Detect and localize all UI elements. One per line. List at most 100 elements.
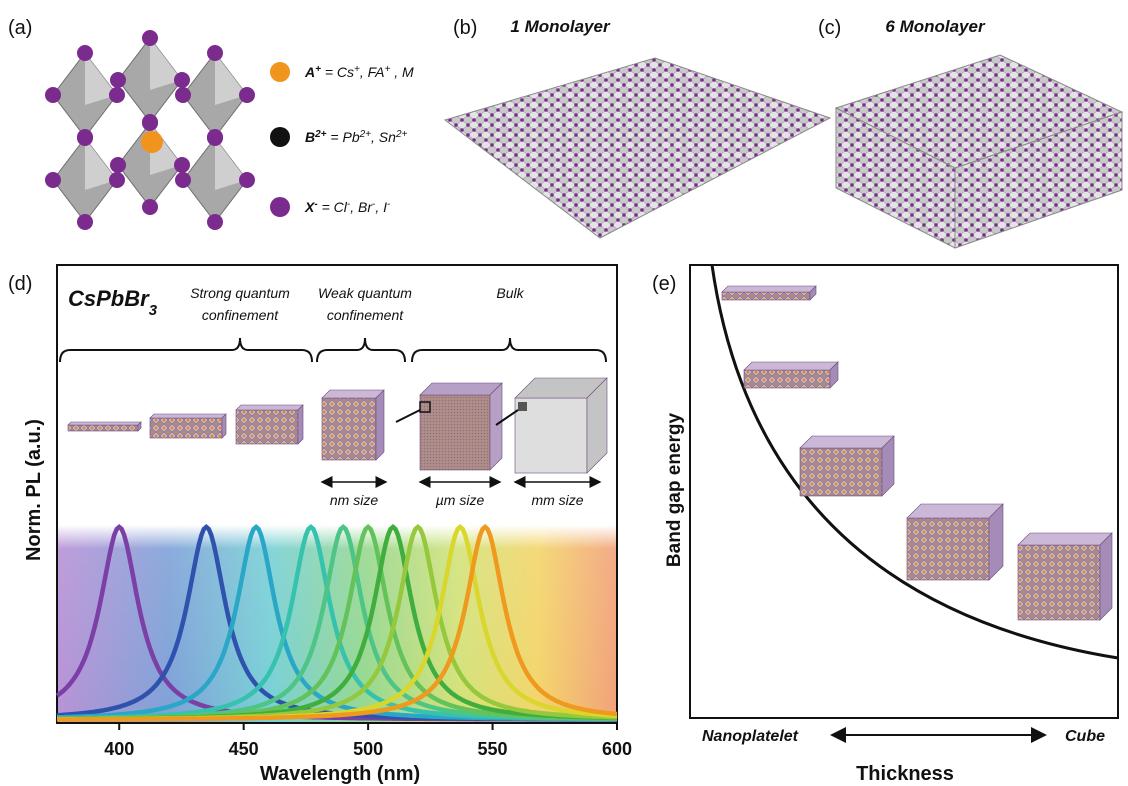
legend-part: = Cl: [318, 199, 348, 215]
panel-label: (b): [453, 17, 477, 39]
crystal-top: [744, 362, 838, 370]
title-part: CsPbBr: [68, 286, 150, 311]
legend-symbol: [270, 62, 290, 82]
a-atom: [141, 131, 163, 153]
x-axis-title: Wavelength (nm): [260, 763, 420, 785]
crystal-face: [322, 398, 376, 460]
x-atom: [175, 87, 191, 103]
x-tick-label: 450: [229, 739, 259, 759]
size-label: mm size: [531, 492, 583, 508]
legend-part: , FA: [360, 64, 385, 80]
x-tick-label: 550: [478, 739, 508, 759]
crystal-face: [150, 418, 222, 438]
size-label: nm size: [330, 492, 378, 508]
panel-title: 6 Monolayer: [885, 17, 986, 36]
axis-end-label: Nanoplatelet: [702, 728, 799, 745]
x-atom: [174, 157, 190, 173]
crystal-side: [490, 383, 502, 470]
x-atom: [110, 157, 126, 173]
region-label: confinement: [327, 307, 404, 323]
plot-frame-e: [690, 265, 1118, 718]
crystal-top: [420, 383, 502, 395]
region-label: Strong quantum: [190, 285, 290, 301]
zoom-line: [396, 410, 420, 422]
legend-part: = Cs: [321, 64, 354, 80]
legend-part: -: [387, 199, 391, 210]
legend-text: A+ = Cs+, FA+ , M: [304, 64, 414, 81]
perovskite-structure: [45, 30, 255, 230]
x-atom: [142, 115, 158, 131]
monolayer-slab: [445, 58, 830, 238]
region-label: Weak quantum: [318, 285, 412, 301]
axis-end-label: Cube: [1065, 728, 1105, 745]
crystal-face: [744, 370, 830, 388]
panel-label: (e): [652, 273, 676, 295]
crystal-top: [907, 504, 1003, 518]
crystal-top: [1018, 533, 1112, 545]
brace: [412, 338, 606, 362]
x-atom: [239, 87, 255, 103]
title-part: 3: [149, 302, 158, 319]
x-atom: [207, 45, 223, 61]
region-label: Bulk: [496, 285, 524, 301]
crystal-top: [236, 405, 303, 410]
legend-part: 2+: [359, 129, 372, 140]
y-axis-title: Norm. PL (a.u.): [23, 419, 45, 561]
crystal-top: [150, 414, 226, 418]
x-tick-label: 500: [353, 739, 383, 759]
x-tick-label: 400: [104, 739, 134, 759]
x-atom: [239, 172, 255, 188]
legend-part: B: [305, 129, 315, 145]
x-atom: [109, 172, 125, 188]
legend-part: 2+: [395, 129, 408, 140]
compound-title: CsPbBr3: [68, 286, 158, 319]
legend-part: , Br: [350, 199, 373, 215]
crystal-face: [907, 518, 989, 580]
legend-part: , M: [390, 64, 414, 80]
x-atom: [142, 30, 158, 46]
brace: [60, 338, 312, 362]
panel-label: (c): [818, 17, 841, 39]
x-atom: [77, 130, 93, 146]
legend-part: , Sn: [371, 129, 396, 145]
crystal-face: [800, 448, 882, 496]
figure: (a) (b) 1 Monolayer (c) 6 Monolayer (d) …: [0, 0, 1128, 786]
x-atom: [77, 214, 93, 230]
zoom-box: [518, 402, 527, 411]
crystal-face: [1018, 545, 1100, 620]
panel-label: (a): [8, 17, 32, 39]
x-tick-label: 600: [602, 739, 632, 759]
panel-title: 1 Monolayer: [510, 17, 611, 36]
crystal-top: [68, 422, 141, 425]
legend-symbol: [270, 197, 290, 217]
legend-part: A: [304, 64, 315, 80]
x-atom: [45, 87, 61, 103]
crystal-top: [722, 286, 816, 292]
legend-text: B2+ = Pb2+, Sn2+: [305, 129, 407, 146]
y-axis-title: Band gap energy: [664, 413, 685, 568]
crystal-face: [68, 425, 138, 431]
legend-symbol: [270, 127, 290, 147]
x-atom: [110, 72, 126, 88]
legend-part: = Pb: [327, 129, 360, 145]
legend-part: , I: [375, 199, 387, 215]
crystal-face: [236, 410, 298, 444]
crystal-top: [322, 390, 384, 398]
x-atom: [175, 172, 191, 188]
crystal-side: [376, 390, 384, 460]
crystal-top: [800, 436, 894, 448]
legend-part: 2+: [314, 129, 327, 140]
x-atom: [207, 130, 223, 146]
size-label: µm size: [436, 492, 485, 508]
panel-label: (d): [8, 273, 32, 295]
x-atom: [45, 172, 61, 188]
crystal-face: [722, 292, 810, 300]
crystal-side: [222, 414, 226, 438]
brace: [317, 338, 405, 362]
legend-text: X- = Cl-, Br-, I-: [304, 199, 391, 216]
region-label: confinement: [202, 307, 279, 323]
crystal-side: [1100, 533, 1112, 620]
x-atom: [174, 72, 190, 88]
x-atom: [109, 87, 125, 103]
x-atom: [142, 199, 158, 215]
